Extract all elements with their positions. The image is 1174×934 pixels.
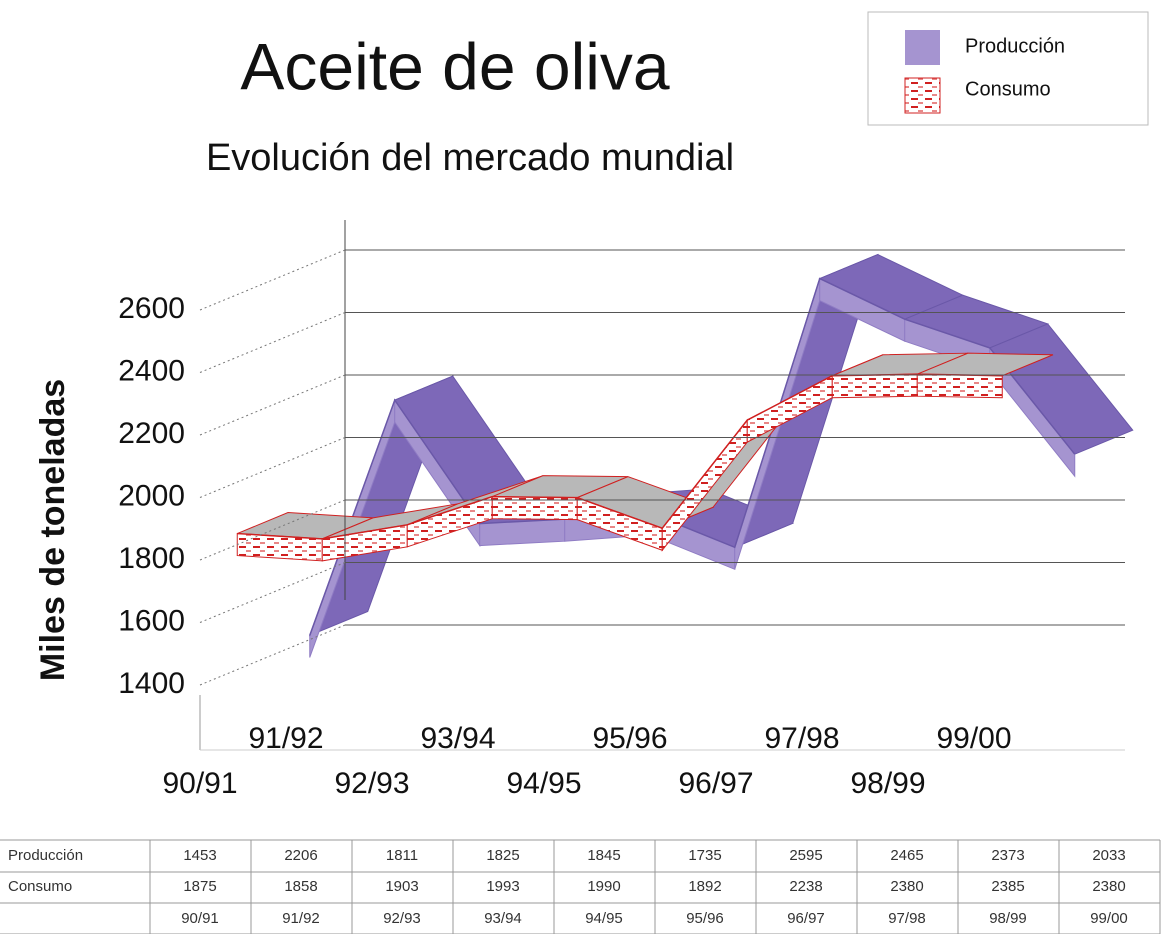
table-category: 90/91: [181, 910, 219, 927]
y-axis-label: Miles de toneladas: [34, 379, 72, 681]
table-cell: 2373: [991, 847, 1024, 864]
grid-line: [199, 249, 346, 311]
table-cell: 2465: [890, 847, 923, 864]
table-cell: 1735: [688, 847, 721, 864]
table-category: 99/00: [1090, 910, 1128, 927]
table-category: 94/95: [585, 910, 623, 927]
table-row-label: Consumo: [8, 878, 72, 895]
legend-swatch: [904, 77, 941, 114]
table-cell: 1453: [183, 847, 216, 864]
table-cell: 1845: [587, 847, 620, 864]
table-cell: 1811: [386, 847, 418, 864]
y-tick-label: 2000: [118, 479, 185, 512]
table-category: 98/99: [989, 910, 1027, 927]
table-cell: 1875: [183, 878, 216, 895]
legend-label: Consumo: [965, 78, 1051, 100]
table-cell: 1903: [385, 878, 418, 895]
grid-line: [199, 562, 346, 623]
grid-line: [199, 624, 346, 686]
series-line: [309, 277, 1076, 636]
table-category: 93/94: [484, 910, 522, 927]
y-tick-label: 1400: [118, 667, 185, 700]
x-tick-label: 94/95: [506, 767, 581, 800]
grid-line: [199, 374, 346, 436]
table-row-label: Producción: [8, 847, 83, 864]
x-tick-label: 99/00: [936, 722, 1011, 755]
y-tick-label: 2200: [118, 417, 185, 450]
chart-title: Aceite de oliva: [240, 29, 670, 103]
x-tick-label: 90/91: [162, 767, 237, 800]
x-tick-label: 95/96: [592, 722, 667, 755]
table-cell: 2206: [284, 847, 317, 864]
grid-line: [199, 312, 346, 373]
table-category: 95/96: [686, 910, 724, 927]
table-cell: 2595: [789, 847, 822, 864]
legend-swatch: [905, 30, 940, 65]
table-category: 91/92: [282, 910, 320, 927]
y-tick-label: 2600: [118, 292, 185, 325]
y-tick-label: 1600: [118, 604, 185, 637]
ribbon-face: [831, 373, 918, 399]
x-tick-label: 92/93: [334, 767, 409, 800]
table-category: 97/98: [888, 910, 926, 927]
table-category: 96/97: [787, 910, 825, 927]
x-tick-label: 96/97: [678, 767, 753, 800]
grid-line: [199, 437, 346, 498]
table-cell: 2385: [991, 878, 1024, 895]
table-cell: 1993: [486, 878, 519, 895]
grid-line: [199, 499, 346, 561]
table-cell: 1990: [587, 878, 620, 895]
table-cell: 1858: [284, 878, 317, 895]
table-cell: 2380: [1092, 878, 1125, 895]
table-category: 92/93: [383, 910, 421, 927]
table-cell: 2033: [1092, 847, 1125, 864]
legend-label: Producción: [965, 35, 1065, 57]
ribbon-face: [916, 373, 1003, 399]
x-tick-label: 97/98: [764, 722, 839, 755]
chart-subtitle: Evolución del mercado mundial: [206, 137, 734, 179]
x-tick-label: 98/99: [850, 767, 925, 800]
table-cell: 1825: [486, 847, 519, 864]
table-cell: 1892: [688, 878, 721, 895]
x-tick-label: 91/92: [248, 722, 323, 755]
table-cell: 2380: [890, 878, 923, 895]
x-tick-label: 93/94: [420, 722, 495, 755]
y-tick-label: 2400: [118, 354, 185, 387]
table-cell: 2238: [789, 878, 822, 895]
y-tick-label: 1800: [118, 542, 185, 575]
